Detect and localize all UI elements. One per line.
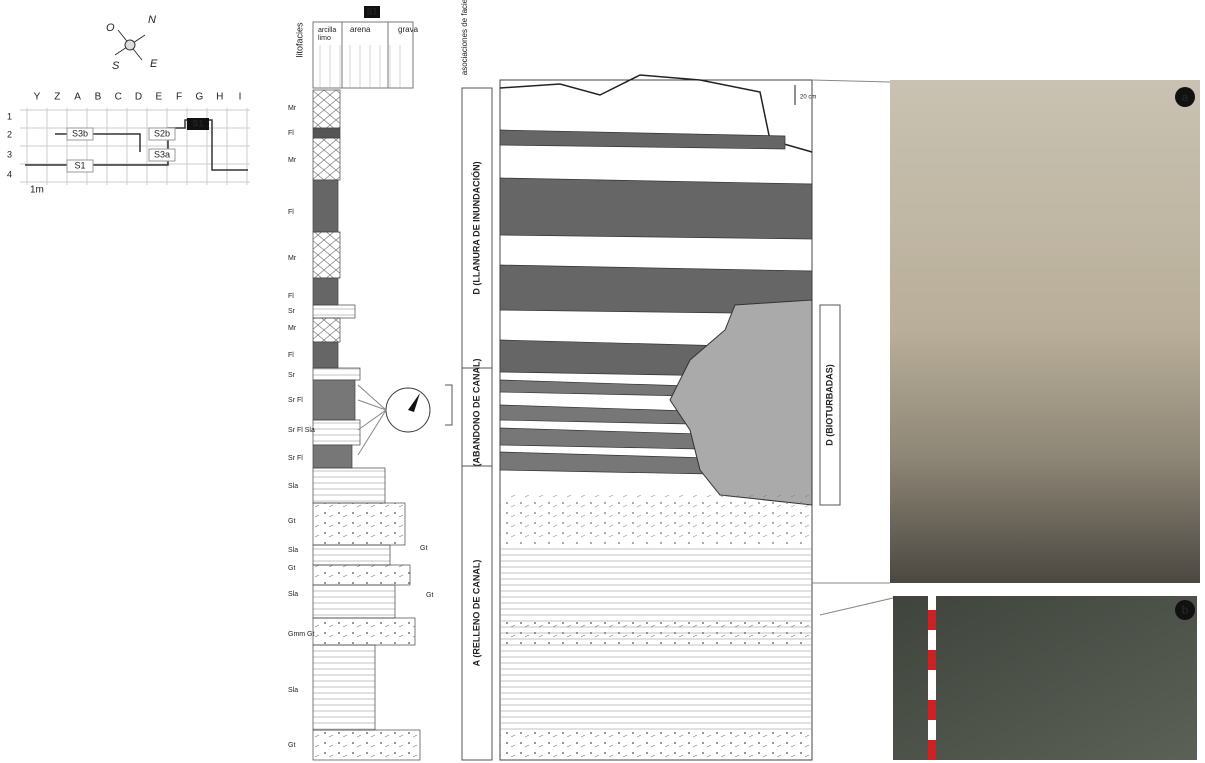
lithology-layer	[313, 342, 338, 368]
scale-rod-mark	[928, 700, 936, 720]
label: Sr Fl	[288, 397, 303, 404]
label: Fl	[288, 293, 294, 300]
label: C	[115, 92, 122, 103]
label: G	[196, 92, 204, 103]
label: E	[150, 58, 158, 70]
scale-rod-mark	[928, 740, 936, 760]
lithology-layer	[313, 128, 340, 138]
label: 1	[7, 111, 12, 121]
label: Gt	[420, 545, 427, 552]
lithology-layer	[313, 645, 375, 730]
label: b	[1181, 603, 1188, 617]
label: A (RELLENO DE CANAL)	[471, 560, 481, 667]
figure: N E S O Y Z A B C D E F G H I 1 2 3 4 S3b S2b S1 S3a S1 1m S1 lito…	[0, 0, 1205, 763]
gravel-fill	[500, 620, 812, 645]
lithology-layer	[313, 138, 340, 180]
lithology-layer	[313, 618, 415, 645]
photo	[890, 80, 1200, 583]
label: S1	[192, 118, 203, 128]
label: S3b	[72, 128, 88, 138]
label: A	[74, 92, 81, 103]
lithology-layer	[313, 445, 352, 468]
label: Sla	[288, 687, 298, 694]
label: 1m	[30, 185, 44, 196]
scale-rod-mark	[928, 610, 936, 630]
lithology-layer	[313, 503, 405, 545]
label: Mr	[288, 105, 297, 112]
label: Gmm Gt	[288, 631, 314, 638]
label: Mr	[288, 157, 297, 164]
label: Sr Fl Sla	[288, 427, 315, 434]
lithology-layer	[313, 318, 340, 342]
lithology-layer	[313, 232, 340, 278]
label: S3a	[154, 149, 170, 159]
label: D (BIOTURBADAS)	[824, 364, 834, 446]
label: S1	[366, 6, 377, 16]
label: Gt	[288, 742, 295, 749]
lithology-layer	[313, 380, 355, 420]
lithology-layer	[313, 368, 360, 380]
lithology-layer	[313, 278, 338, 305]
lithology-layer	[313, 468, 385, 503]
label: litofacies	[294, 22, 304, 58]
label: Sr Fl	[288, 455, 303, 462]
lithology-layer	[313, 545, 390, 565]
label: grava	[398, 25, 419, 34]
label: B	[95, 92, 102, 103]
lithology-layer	[313, 180, 338, 232]
label: Sr	[288, 308, 296, 315]
lithology-layer	[313, 305, 355, 318]
label: arena	[350, 25, 371, 34]
label: Gt	[288, 518, 295, 525]
label: S2b	[154, 128, 170, 138]
label: Sla	[288, 483, 298, 490]
label: C (ABANDONO DE CANAL)	[471, 359, 481, 476]
unit-bracket	[445, 385, 452, 425]
label: Mr	[288, 325, 297, 332]
label: 20 cm	[800, 95, 816, 101]
lithology-layer	[313, 565, 410, 585]
label: Sr	[288, 372, 296, 379]
label: arcilla	[318, 27, 336, 34]
photo	[893, 596, 1197, 760]
label: Fl	[288, 352, 294, 359]
label: Fl	[288, 209, 294, 216]
label: E	[155, 92, 162, 103]
scale-rod-mark	[928, 650, 936, 670]
lithology-layer	[313, 585, 395, 618]
compass-center	[125, 40, 135, 50]
lithology-layer	[313, 90, 340, 128]
lithology-layer	[313, 420, 360, 445]
rose-leader	[358, 385, 386, 455]
gravel-fill	[500, 495, 812, 545]
label: Z	[54, 92, 60, 103]
label: asociaciones de facies	[460, 0, 469, 75]
label: F	[176, 92, 182, 103]
lithology-layer	[313, 730, 420, 760]
dark-band	[500, 178, 812, 239]
label: D	[135, 92, 142, 103]
label: H	[216, 92, 223, 103]
label: Sla	[288, 591, 298, 598]
label: 4	[7, 169, 12, 179]
label: N	[148, 14, 156, 26]
label: 2	[7, 129, 12, 139]
label: S1	[74, 160, 85, 170]
label: Fl	[288, 130, 294, 137]
gravel-fill	[500, 730, 812, 760]
label: I	[239, 92, 242, 103]
label: Gt	[288, 565, 295, 572]
label: Y	[34, 92, 41, 103]
label: S	[112, 60, 120, 72]
label: Sla	[288, 547, 298, 554]
label: D (LLANURA DE INUNDACIÓN)	[470, 161, 481, 294]
label: a	[1182, 90, 1189, 104]
label: Gt	[426, 592, 433, 599]
label: O	[106, 22, 115, 34]
label: limo	[318, 35, 331, 42]
label: 3	[7, 149, 12, 159]
label: Mr	[288, 255, 297, 262]
